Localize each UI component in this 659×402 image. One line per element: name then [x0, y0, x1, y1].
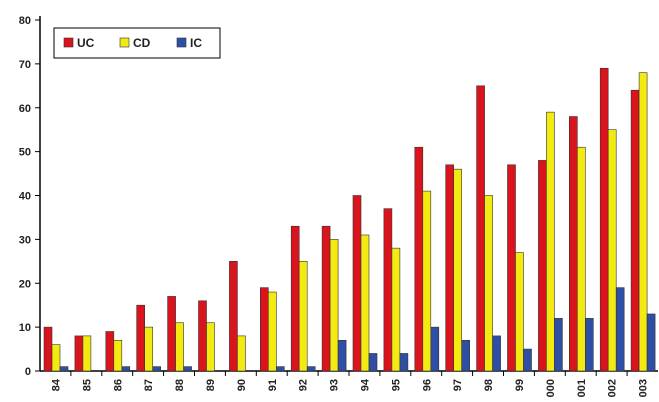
x-tick-label: 96: [421, 379, 433, 391]
x-tick-label: 99: [514, 379, 526, 391]
legend: UC CD IC: [53, 27, 221, 59]
legend-swatch-uc: [63, 37, 74, 48]
x-tick-label: 98: [483, 379, 495, 391]
legend-swatch-cd: [119, 37, 130, 48]
y-tick-label: 50: [19, 147, 31, 159]
bar-uc-96: [414, 146, 424, 372]
y-tick-label: 60: [19, 103, 31, 115]
x-tick-label: 002: [607, 379, 619, 397]
bar-uc-97: [445, 164, 455, 372]
bar-cd-99: [515, 252, 524, 372]
bar-cd-003: [638, 72, 648, 372]
bar-ic-91: [275, 366, 285, 372]
bar-uc-94: [352, 195, 362, 372]
bar-cd-001: [576, 146, 586, 372]
bar-uc-002: [599, 67, 609, 372]
x-tick-label: 94: [359, 378, 371, 391]
bar-uc-001: [568, 116, 578, 372]
x-tick-label: 000: [545, 379, 557, 397]
bars: [43, 67, 656, 372]
bar-ic-86: [121, 366, 131, 372]
bar-cd-97: [453, 168, 463, 372]
bar-ic-000: [554, 318, 563, 372]
y-tick-label: 30: [19, 234, 31, 246]
bar-uc-85: [74, 335, 84, 372]
bar-uc-98: [476, 85, 485, 372]
bar-uc-90: [229, 261, 238, 372]
x-tick-label: 90: [236, 379, 248, 391]
legend-label-ic: IC: [190, 36, 202, 50]
bar-cd-85: [82, 335, 92, 372]
y-tick-label: 80: [19, 15, 31, 27]
x-tick-label: 85: [81, 379, 93, 391]
bar-uc-000: [538, 160, 547, 372]
bar-cd-91: [267, 291, 277, 372]
bar-cd-93: [329, 239, 339, 372]
y-tick-label: 10: [19, 322, 31, 334]
bar-uc-91: [259, 287, 269, 372]
bar-ic-97: [461, 339, 471, 372]
bar-cd-87: [144, 326, 153, 372]
x-tick-label: 95: [390, 379, 402, 391]
legend-label-uc: UC: [77, 36, 95, 50]
bar-uc-86: [105, 331, 115, 372]
y-tick-label: 0: [25, 366, 31, 378]
x-tick-label: 88: [174, 379, 186, 391]
bar-cd-96: [422, 190, 432, 372]
y-tick-label: 20: [19, 278, 31, 290]
bar-cd-86: [113, 339, 123, 372]
x-tick-label: 91: [267, 379, 279, 391]
bar-uc-89: [198, 300, 207, 372]
bar-cd-92: [298, 261, 308, 372]
bar-cd-000: [546, 111, 555, 372]
bar-cd-84: [51, 344, 61, 372]
bar-cd-95: [391, 247, 401, 372]
bar-uc-99: [507, 164, 516, 372]
x-tick-label: 97: [452, 379, 464, 391]
legend-swatch-ic: [176, 37, 187, 48]
bar-ic-94: [368, 353, 378, 372]
bar-cd-98: [484, 195, 493, 372]
bar-ic-99: [523, 348, 532, 372]
bar-uc-84: [43, 326, 53, 372]
x-tick-label: 89: [205, 379, 217, 391]
bar-uc-95: [383, 208, 393, 372]
bar-ic-87: [152, 366, 161, 372]
x-tick-label: 84: [50, 378, 62, 391]
legend-label-cd: CD: [133, 36, 151, 50]
bar-ic-96: [430, 326, 440, 372]
bar-cd-002: [607, 129, 617, 372]
bar-ic-003: [646, 313, 656, 372]
bar-uc-003: [630, 89, 640, 372]
bar-uc-88: [167, 296, 176, 372]
bar-ic-88: [183, 366, 192, 372]
bar-cd-88: [175, 322, 184, 372]
bar-uc-93: [321, 225, 331, 372]
bar-ic-002: [615, 287, 625, 372]
x-tick-label: 003: [638, 379, 650, 397]
x-tick-label: 92: [298, 379, 310, 391]
bar-ic-92: [306, 366, 316, 372]
bar-ic-98: [492, 335, 501, 372]
x-tick-label: 001: [576, 379, 588, 397]
bar-cd-90: [237, 335, 246, 372]
x-tick-label: 86: [112, 379, 124, 391]
bar-ic-93: [337, 339, 347, 372]
bar-ic-84: [59, 366, 69, 372]
legend-box: [53, 27, 221, 59]
bar-ic-001: [584, 318, 594, 372]
bar-cd-89: [206, 322, 215, 372]
x-tick-label: 93: [329, 379, 341, 391]
bar-uc-87: [136, 304, 145, 372]
bar-uc-92: [290, 225, 300, 372]
y-tick-label: 40: [19, 191, 31, 203]
bar-cd-94: [360, 234, 370, 372]
bar-ic-95: [399, 353, 409, 372]
y-tick-label: 70: [19, 59, 31, 71]
x-tick-label: 87: [143, 379, 155, 391]
